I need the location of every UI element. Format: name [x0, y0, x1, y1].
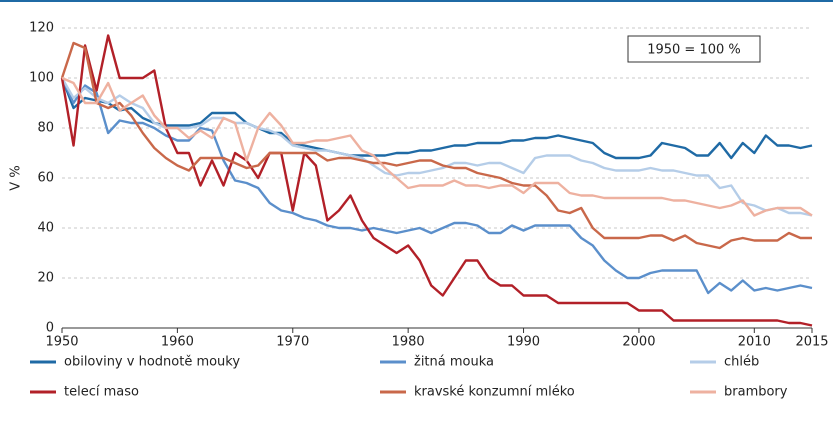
y-tick-label: 100 [29, 71, 54, 86]
x-tick-label: 1980 [392, 335, 425, 350]
annotation-box [627, 35, 761, 63]
series-line [60, 41, 812, 250]
annotation: 1950 = 100 % [647, 43, 741, 58]
legend-label: obiloviny v hodnotě mouky [64, 355, 240, 370]
legend-label: kravské konzumní mléko [414, 385, 575, 400]
x-tick-label: 1950 [45, 335, 78, 350]
legend-label: telecí maso [64, 385, 139, 400]
x-tick-label: 2000 [622, 335, 655, 350]
y-tick-label: 0 [46, 321, 54, 336]
series-line [61, 76, 813, 217]
legend-label: brambory [724, 385, 788, 400]
series-line [60, 77, 813, 295]
x-tick-label: 2010 [738, 335, 771, 350]
y-tick-label: 20 [37, 271, 54, 286]
series-line [60, 34, 813, 327]
legend-label: chléb [724, 355, 759, 370]
x-tick-label: 1960 [161, 335, 194, 350]
legend-label: žitná mouka [414, 355, 494, 370]
x-tick-label: 1970 [276, 335, 309, 350]
x-tick-label: 1990 [507, 335, 540, 350]
y-tick-label: 120 [29, 21, 54, 36]
x-tick-label: 2015 [795, 335, 828, 350]
series-line [60, 77, 813, 217]
y-tick-label: 40 [37, 221, 54, 236]
y-tick-label: 60 [37, 171, 54, 186]
y-tick-label: 80 [37, 121, 54, 136]
series-line [60, 77, 813, 160]
y-axis-label: V % [9, 165, 24, 190]
